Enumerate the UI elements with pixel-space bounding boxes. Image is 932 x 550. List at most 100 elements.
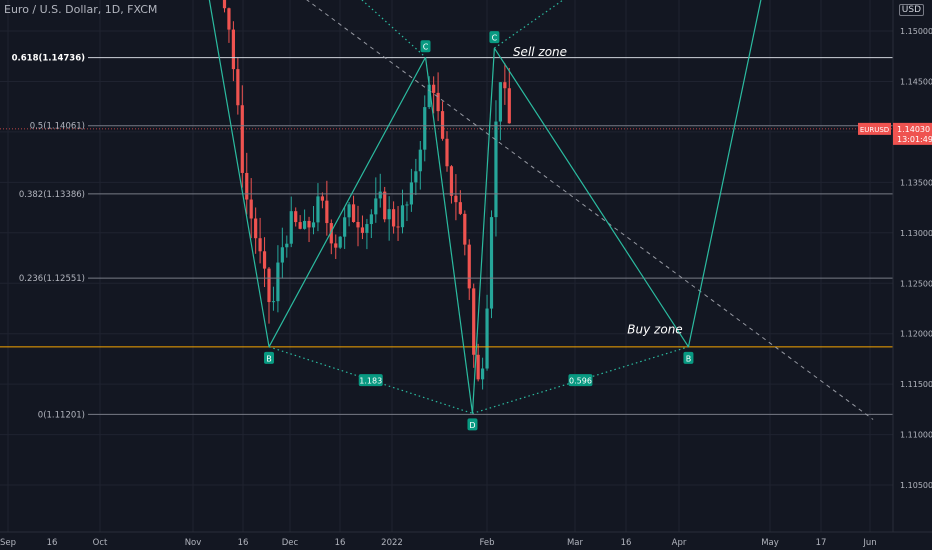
candle-body (329, 223, 333, 244)
candle-body (231, 29, 235, 70)
x-tick-label: 16 (47, 538, 58, 548)
pattern-point-box (683, 351, 694, 364)
pattern-point-label: C (492, 34, 498, 43)
candle-body (303, 220, 307, 229)
candle-body (271, 301, 276, 303)
candle-body (236, 69, 240, 106)
ratio-label-box (568, 374, 593, 387)
y-tick-label: 1.12000 (900, 330, 932, 339)
candle-body (249, 199, 253, 219)
x-tick-label: 2022 (381, 538, 403, 548)
pattern-point-box (264, 351, 275, 364)
candle-body (267, 268, 271, 303)
y-tick-label: 1.13500 (900, 178, 932, 187)
candle-body (356, 221, 360, 228)
symbol-tag (858, 122, 891, 135)
pattern-leg (208, 0, 270, 347)
x-tick-label: 16 (238, 538, 249, 548)
candle-body (436, 92, 440, 112)
candle-body (325, 200, 329, 224)
candle-body (449, 166, 454, 196)
fibonacci-levels: 1(1.16928)0.786(1.15696)0.618(1.14736)0.… (12, 54, 893, 420)
candle-body (494, 121, 498, 218)
candle-body (280, 247, 284, 263)
candles (222, 0, 511, 390)
candle-body (396, 226, 400, 228)
ratio-label: 0.596 (569, 377, 592, 386)
grid-lines (0, 0, 893, 532)
candle-body (418, 149, 422, 172)
fib-level-label: 0.382(1.13386) (19, 190, 85, 200)
trend-line (306, 0, 874, 420)
x-tick-label: Dec (282, 538, 299, 548)
candle-body (276, 262, 280, 302)
candle-body (445, 138, 449, 167)
candle-body (254, 218, 258, 239)
x-tick-label: Apr (672, 538, 687, 548)
candle-body (440, 111, 445, 139)
y-tick-label: 1.12500 (900, 279, 932, 288)
pattern-leg (687, 0, 762, 347)
fib-level-label: 0.618(1.14736) (12, 54, 85, 64)
candle-body (338, 236, 342, 248)
candle-body (458, 202, 462, 214)
candle-body (320, 196, 324, 201)
x-tick-label: Mar (567, 538, 584, 548)
currency-badge[interactable]: USD (898, 4, 924, 16)
candle-body (240, 105, 244, 173)
current-price-label: 1.14030 (897, 125, 930, 134)
candle-body (307, 220, 311, 228)
current-price-tag (893, 122, 932, 145)
candle-body (311, 222, 316, 228)
ratio-label-box (358, 374, 383, 387)
candle-body (423, 107, 427, 150)
chart-title: Euro / U.S. Dollar, 1D, FXCM (4, 3, 158, 16)
candle-body (392, 209, 396, 227)
y-tick-label: 1.11500 (900, 380, 932, 389)
candle-body (427, 84, 431, 108)
candle-body (227, 8, 231, 30)
candle-body (472, 288, 476, 355)
pattern-point-label: D (469, 421, 475, 430)
x-tick-label: Sep (0, 538, 16, 548)
candle-body (289, 211, 293, 244)
candle-body (454, 195, 458, 203)
x-tick-label: 17 (816, 538, 827, 548)
x-tick-label: 16 (335, 538, 346, 548)
candle-body (351, 204, 356, 222)
candle-body (378, 191, 382, 199)
candle-body (334, 243, 338, 248)
y-tick-label: 1.10500 (900, 481, 932, 490)
pattern-ratio-line (494, 0, 565, 49)
candle-body (245, 172, 249, 200)
candle-body (432, 84, 436, 93)
pattern-point-label: B (686, 354, 692, 363)
candle-body (489, 217, 494, 309)
candle-body (400, 205, 405, 228)
candle-body (485, 308, 489, 369)
countdown-label: 13:01:49 (897, 135, 932, 144)
pattern-leg (268, 56, 427, 348)
pattern-point-box (489, 31, 500, 44)
candle-body (467, 244, 471, 289)
pattern-point-label: B (266, 354, 272, 363)
x-tick-label: Nov (185, 538, 202, 548)
candle-body (498, 82, 502, 122)
x-tick-label: Jun (862, 538, 876, 548)
fib-level-label: 0.5(1.14061) (30, 122, 85, 132)
candle-body (258, 238, 262, 252)
annotation-text: Sell zone (513, 45, 567, 59)
x-tick-label: Oct (93, 538, 108, 548)
x-tick-label: 16 (621, 538, 632, 548)
fib-level-label: 0(1.11201) (38, 410, 85, 420)
pattern-leg (424, 57, 474, 414)
candle-body (347, 204, 351, 218)
candle-body (343, 217, 347, 237)
pattern-point-box (467, 418, 478, 431)
x-tick-label: Feb (479, 538, 494, 548)
x-tick-label: May (761, 538, 779, 548)
candle-body (365, 224, 369, 233)
candle-body (369, 214, 373, 225)
